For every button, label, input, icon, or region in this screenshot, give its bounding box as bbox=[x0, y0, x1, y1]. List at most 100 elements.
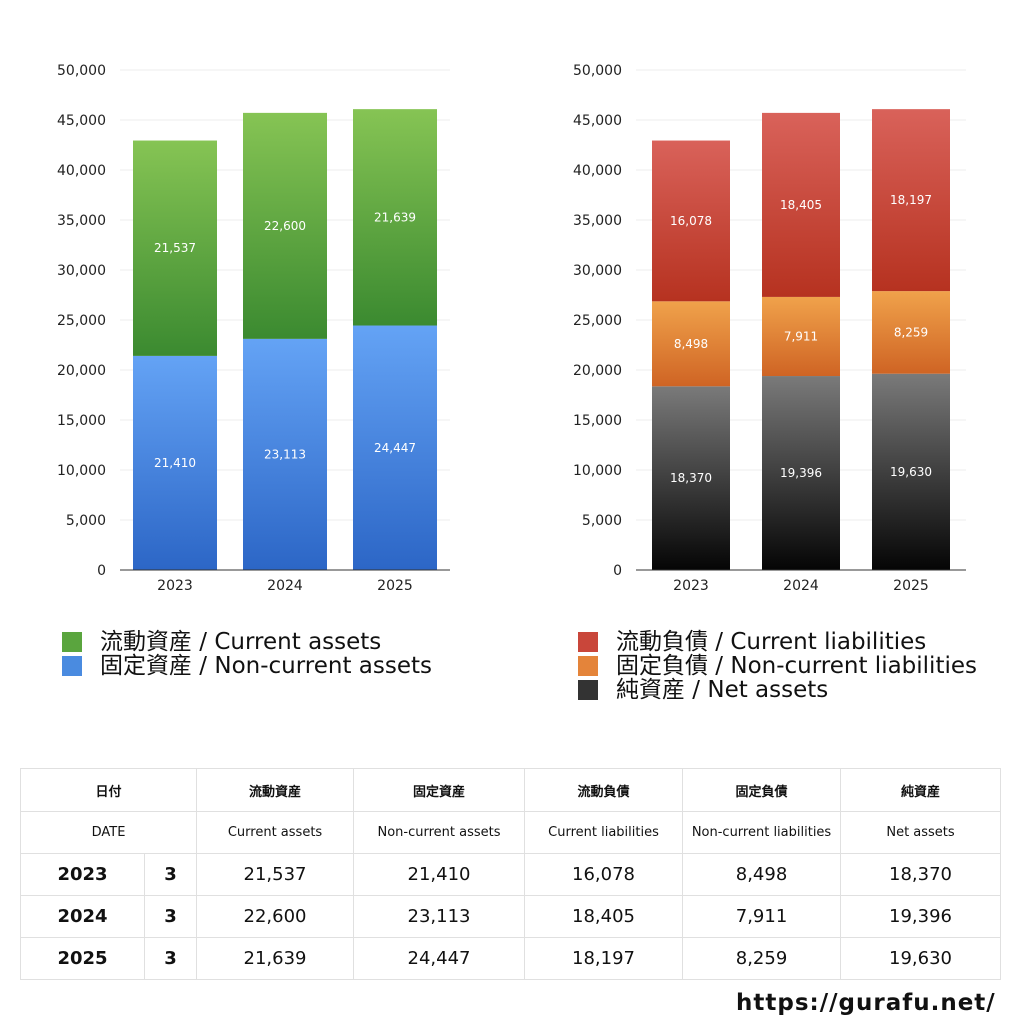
table-cell: 19,630 bbox=[840, 937, 1002, 980]
data-label: 16,078 bbox=[670, 214, 712, 228]
y-tick-label: 5,000 bbox=[582, 513, 622, 529]
bar-segment bbox=[872, 373, 950, 570]
table-cell-month: 3 bbox=[143, 853, 198, 896]
table-header-cell: 固定資産 bbox=[353, 768, 526, 812]
table-cell: 7,911 bbox=[682, 895, 842, 938]
table-header-cell: 純資産 bbox=[840, 768, 1002, 812]
data-label: 21,410 bbox=[154, 456, 196, 470]
bar-segment bbox=[652, 140, 730, 302]
legend-label-current-liabilities: 流動負債 / Current liabilities bbox=[616, 629, 927, 655]
data-label: 23,113 bbox=[264, 447, 306, 461]
y-tick-label: 5,000 bbox=[66, 513, 106, 529]
y-tick-label: 35,000 bbox=[573, 213, 622, 229]
data-label: 24,447 bbox=[374, 441, 416, 455]
bar-segment bbox=[243, 338, 327, 570]
legend-swatch-non-current-assets bbox=[62, 656, 82, 676]
table-cell-year: 2025 bbox=[20, 937, 145, 980]
legend-label-current-assets: 流動資産 / Current assets bbox=[100, 629, 382, 655]
summary-table: 日付 流動資産 固定資産 流動負債 固定負債 純資産 DATE Current … bbox=[19, 768, 1002, 980]
y-tick-label: 10,000 bbox=[573, 463, 622, 479]
y-tick-label: 40,000 bbox=[57, 163, 106, 179]
bar-segment bbox=[353, 109, 437, 326]
data-label: 7,911 bbox=[784, 329, 818, 343]
y-tick-label: 30,000 bbox=[57, 263, 106, 279]
bar-segment bbox=[762, 296, 840, 377]
liabilities-chart: 0 5,000 10,000 15,000 20,000 25,000 30,000 35,0… bbox=[573, 63, 966, 594]
table-header-cell: Current liabilities bbox=[524, 811, 684, 854]
table-cell-year: 2023 bbox=[20, 853, 145, 896]
legend-item-net-assets: 純資産 / Net assets bbox=[578, 678, 977, 702]
legend-swatch-net-assets bbox=[578, 680, 598, 700]
data-label: 18,405 bbox=[780, 198, 822, 212]
y-tick-label: 15,000 bbox=[573, 413, 622, 429]
table-row: 2023 3 21,537 21,410 16,078 8,498 18,370 bbox=[20, 853, 1002, 896]
legend-label-non-current-assets: 固定資産 / Non-current assets bbox=[100, 653, 433, 679]
table-header-row-en: DATE Current assets Non-current assets C… bbox=[19, 811, 1002, 854]
assets-chart: 0 5,000 10,000 15,000 20,000 25,000 30,000 35,0… bbox=[57, 63, 450, 594]
liabilities-legend: 流動負債 / Current liabilities 固定負債 / Non-cu… bbox=[578, 630, 977, 702]
x-tick-label: 2023 bbox=[673, 578, 709, 594]
table-cell: 21,410 bbox=[353, 853, 526, 896]
y-tick-label: 15,000 bbox=[57, 413, 106, 429]
table-row: 2024 3 22,600 23,113 18,405 7,911 19,396 bbox=[20, 895, 1002, 938]
data-label: 21,537 bbox=[154, 241, 196, 255]
bar-segment bbox=[133, 140, 217, 356]
data-label: 21,639 bbox=[374, 210, 416, 224]
y-tick-label: 10,000 bbox=[57, 463, 106, 479]
x-tick-label: 2024 bbox=[783, 578, 819, 594]
bar-segment bbox=[872, 291, 950, 374]
x-tick-label: 2025 bbox=[893, 578, 929, 594]
x-tick-label: 2023 bbox=[157, 578, 193, 594]
table-cell: 21,537 bbox=[196, 853, 355, 896]
y-tick-label: 45,000 bbox=[57, 113, 106, 129]
table-cell: 21,639 bbox=[196, 937, 355, 980]
legend-swatch-current-assets bbox=[62, 632, 82, 652]
legend-swatch-current-liabilities bbox=[578, 632, 598, 652]
table-cell: 24,447 bbox=[353, 937, 526, 980]
table-cell: 18,370 bbox=[840, 853, 1002, 896]
bar-segment bbox=[353, 325, 437, 570]
y-tick-label: 25,000 bbox=[573, 313, 622, 329]
legend-label-non-current-liabilities: 固定負債 / Non-current liabilities bbox=[616, 653, 977, 679]
data-label: 8,498 bbox=[674, 337, 708, 351]
y-tick-label: 25,000 bbox=[57, 313, 106, 329]
y-tick-label: 50,000 bbox=[573, 63, 622, 79]
table-row: 2025 3 21,639 24,447 18,197 8,259 19,630 bbox=[20, 937, 1002, 980]
table-cell: 23,113 bbox=[353, 895, 526, 938]
bar-segment bbox=[133, 355, 217, 570]
y-tick-label: 0 bbox=[97, 563, 106, 579]
data-label: 19,396 bbox=[780, 466, 822, 480]
bar-segment bbox=[652, 301, 730, 387]
table-header-cell: Non-current assets bbox=[353, 811, 526, 854]
table-cell-month: 3 bbox=[143, 895, 198, 938]
x-tick-label: 2024 bbox=[267, 578, 303, 594]
legend-item-non-current-assets: 固定資産 / Non-current assets bbox=[62, 654, 432, 678]
bar-segment bbox=[762, 112, 840, 297]
bar-segment bbox=[243, 112, 327, 339]
bar-segment bbox=[762, 376, 840, 570]
table-cell: 19,396 bbox=[840, 895, 1002, 938]
y-tick-label: 20,000 bbox=[57, 363, 106, 379]
y-tick-label: 20,000 bbox=[573, 363, 622, 379]
site-url: https://gurafu.net/ bbox=[736, 990, 996, 1016]
table-cell: 8,498 bbox=[682, 853, 842, 896]
table-header-cell: Non-current liabilities bbox=[682, 811, 842, 854]
legend-swatch-non-current-liabilities bbox=[578, 656, 598, 676]
legend-item-non-current-liabilities: 固定負債 / Non-current liabilities bbox=[578, 654, 977, 678]
table-cell: 18,197 bbox=[524, 937, 684, 980]
bar-segment bbox=[872, 109, 950, 292]
table-cell: 22,600 bbox=[196, 895, 355, 938]
table-header-cell: 日付 bbox=[19, 768, 198, 812]
data-label: 22,600 bbox=[264, 219, 306, 233]
y-tick-label: 45,000 bbox=[573, 113, 622, 129]
table-cell: 18,405 bbox=[524, 895, 684, 938]
table-header-cell: 流動資産 bbox=[196, 768, 355, 812]
table-cell: 16,078 bbox=[524, 853, 684, 896]
charts-canvas: 0 5,000 10,000 15,000 20,000 25,000 30,000 35,0… bbox=[57, 63, 966, 594]
table-header-row-ja: 日付 流動資産 固定資産 流動負債 固定負債 純資産 bbox=[19, 768, 1002, 812]
table-header-cell: 固定負債 bbox=[682, 768, 842, 812]
data-label: 18,370 bbox=[670, 471, 712, 485]
table-cell-year: 2024 bbox=[20, 895, 145, 938]
data-label: 8,259 bbox=[894, 325, 928, 339]
y-tick-label: 35,000 bbox=[57, 213, 106, 229]
